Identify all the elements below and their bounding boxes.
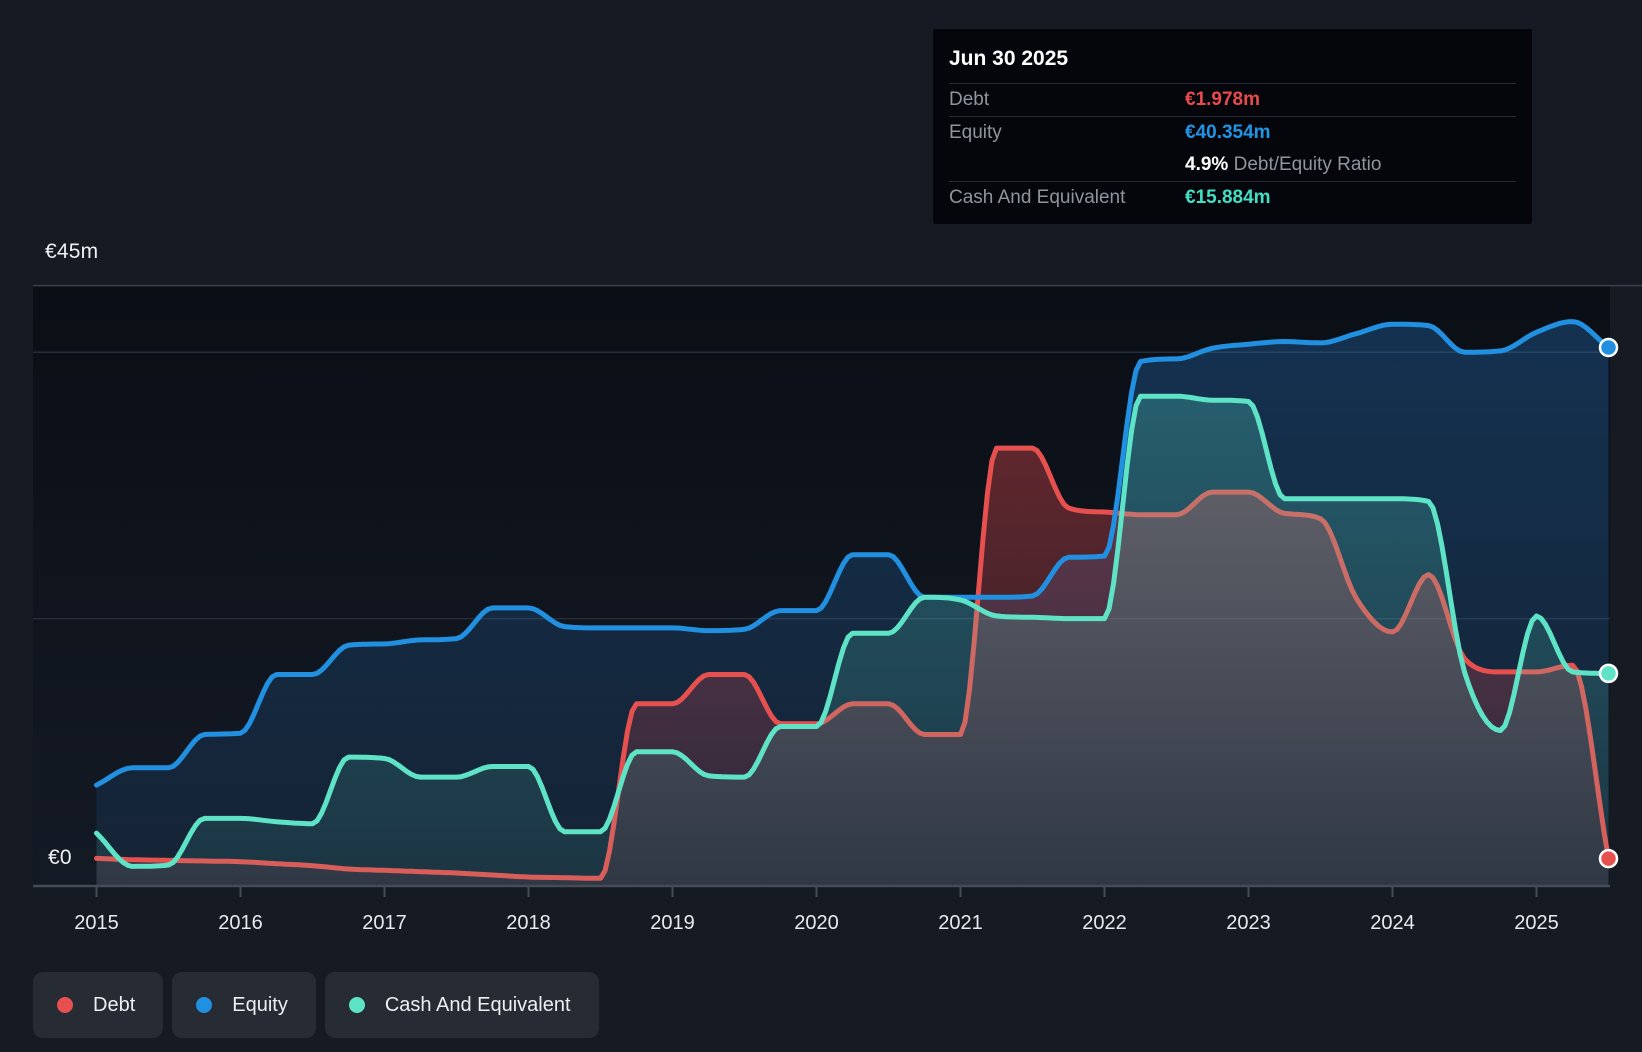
- tooltip-divider: [949, 181, 1516, 182]
- x-axis-label-2023: 2023: [1226, 912, 1271, 934]
- cash-end-dot[interactable]: [1598, 663, 1619, 684]
- tooltip-row-ratio: 4.9% Debt/Equity Ratio: [949, 149, 1516, 181]
- chart-tooltip: Jun 30 2025 Debt €1.978m Equity €40.354m…: [933, 29, 1532, 224]
- x-axis-label-2022: 2022: [1082, 912, 1127, 934]
- tooltip-divider: [949, 83, 1516, 84]
- tooltip-equity-label: Equity: [949, 122, 1002, 143]
- legend-cash-label: Cash And Equivalent: [384, 993, 571, 1016]
- legend-debt-label: Debt: [93, 993, 136, 1016]
- equity-series-dot-icon: [196, 997, 213, 1013]
- x-axis-label-2016: 2016: [218, 912, 263, 934]
- y-axis-zero-label: €0: [48, 846, 72, 869]
- tooltip-debt-label: Debt: [949, 89, 990, 110]
- tooltip-ratio-value: 4.9%: [1185, 154, 1229, 175]
- x-axis-label-2021: 2021: [938, 912, 983, 934]
- tooltip-row-equity: Equity €40.354m: [949, 117, 1516, 149]
- tooltip-row-debt: Debt €1.978m: [949, 84, 1516, 116]
- debt-series-dot-icon: [57, 997, 73, 1013]
- tooltip-date: Jun 30 2025: [949, 47, 1069, 70]
- tooltip-row-cash: Cash And Equivalent €15.884m: [949, 182, 1516, 214]
- x-axis-label-2018: 2018: [506, 912, 551, 934]
- chart-legend: Debt Equity Cash And Equivalent: [33, 972, 599, 1038]
- legend-item-debt[interactable]: Debt: [33, 972, 164, 1038]
- cash-line: [94, 393, 1611, 869]
- equity-end-dot[interactable]: [1598, 337, 1619, 358]
- tooltip-ratio-label: Debt/Equity Ratio: [1233, 154, 1382, 175]
- tooltip-equity-value: €40.354m: [1185, 122, 1271, 143]
- equity-line: [94, 319, 1611, 788]
- legend-equity-label: Equity: [232, 993, 288, 1016]
- cash-series-dot-icon: [348, 997, 365, 1013]
- x-axis-label-2019: 2019: [650, 912, 695, 934]
- x-axis-label-2015: 2015: [74, 912, 119, 934]
- tooltip-cash-value: €15.884m: [1185, 187, 1271, 208]
- tooltip-cash-label: Cash And Equivalent: [949, 187, 1126, 208]
- cash-area: [96, 396, 1609, 886]
- x-axis-label-2024: 2024: [1370, 912, 1415, 934]
- legend-item-cash[interactable]: Cash And Equivalent: [324, 972, 599, 1038]
- debt-end-dot[interactable]: [1598, 848, 1619, 869]
- x-axis-label-2020: 2020: [794, 912, 839, 934]
- tooltip-divider: [949, 116, 1516, 117]
- tooltip-debt-value: €1.978m: [1185, 89, 1261, 110]
- x-axis-label-2025: 2025: [1514, 912, 1559, 934]
- legend-item-equity[interactable]: Equity: [172, 972, 316, 1038]
- y-axis-max-label: €45m: [45, 240, 99, 263]
- x-axis-label-2017: 2017: [362, 912, 407, 934]
